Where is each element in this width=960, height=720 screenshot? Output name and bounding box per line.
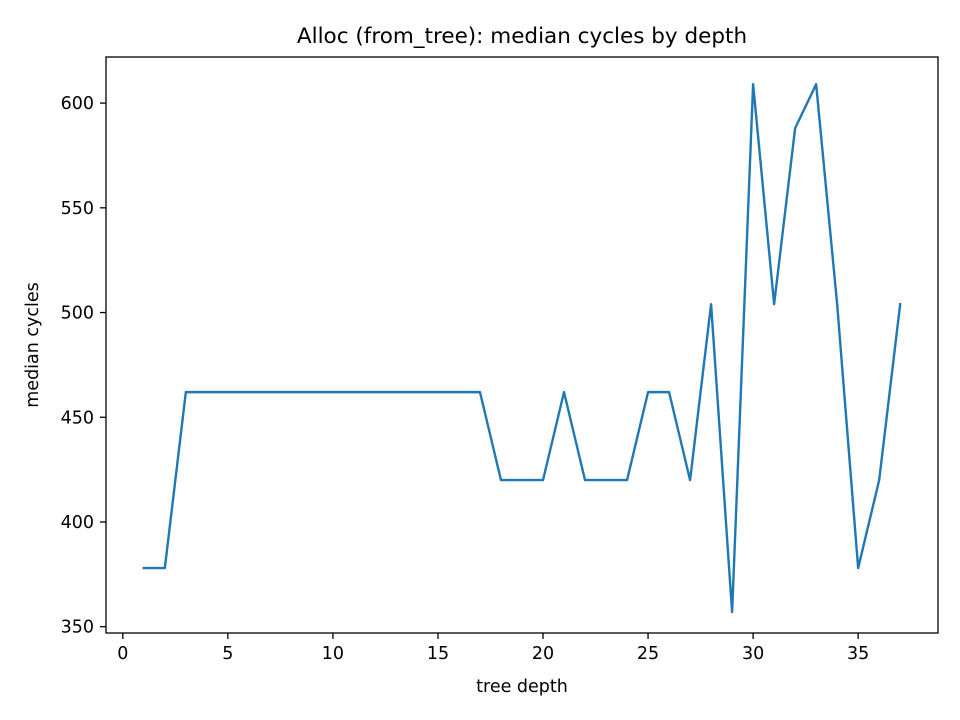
x-axis: 0 5 10 15 20 25 30 35: [117, 633, 869, 664]
series-line: [142, 83, 902, 614]
plot-frame: [105, 56, 939, 634]
y-tick-label: 550: [61, 199, 94, 219]
x-tick-label: 35: [847, 644, 869, 664]
y-tick-label: 600: [61, 94, 94, 114]
x-tick-label: 10: [322, 644, 344, 664]
y-tick-label: 450: [61, 408, 94, 428]
plot-area: [105, 56, 939, 634]
y-tick-label: 400: [61, 513, 94, 533]
x-tick-label: 0: [117, 644, 128, 664]
x-tick-label: 30: [742, 644, 764, 664]
chart-title: Alloc (from_tree): median cycles by dept…: [297, 24, 747, 49]
x-tick-label: 25: [637, 644, 659, 664]
x-tick-label: 20: [532, 644, 554, 664]
y-axis-label: median cycles: [23, 282, 43, 408]
x-tick-label: 15: [427, 644, 449, 664]
y-axis: 350 400 450 500 550 600: [61, 94, 106, 638]
x-axis-label: tree depth: [476, 677, 568, 697]
y-tick-label: 500: [61, 304, 94, 324]
series-layer: [142, 83, 902, 614]
y-tick-label: 350: [61, 618, 94, 638]
x-tick-label: 5: [222, 644, 233, 664]
